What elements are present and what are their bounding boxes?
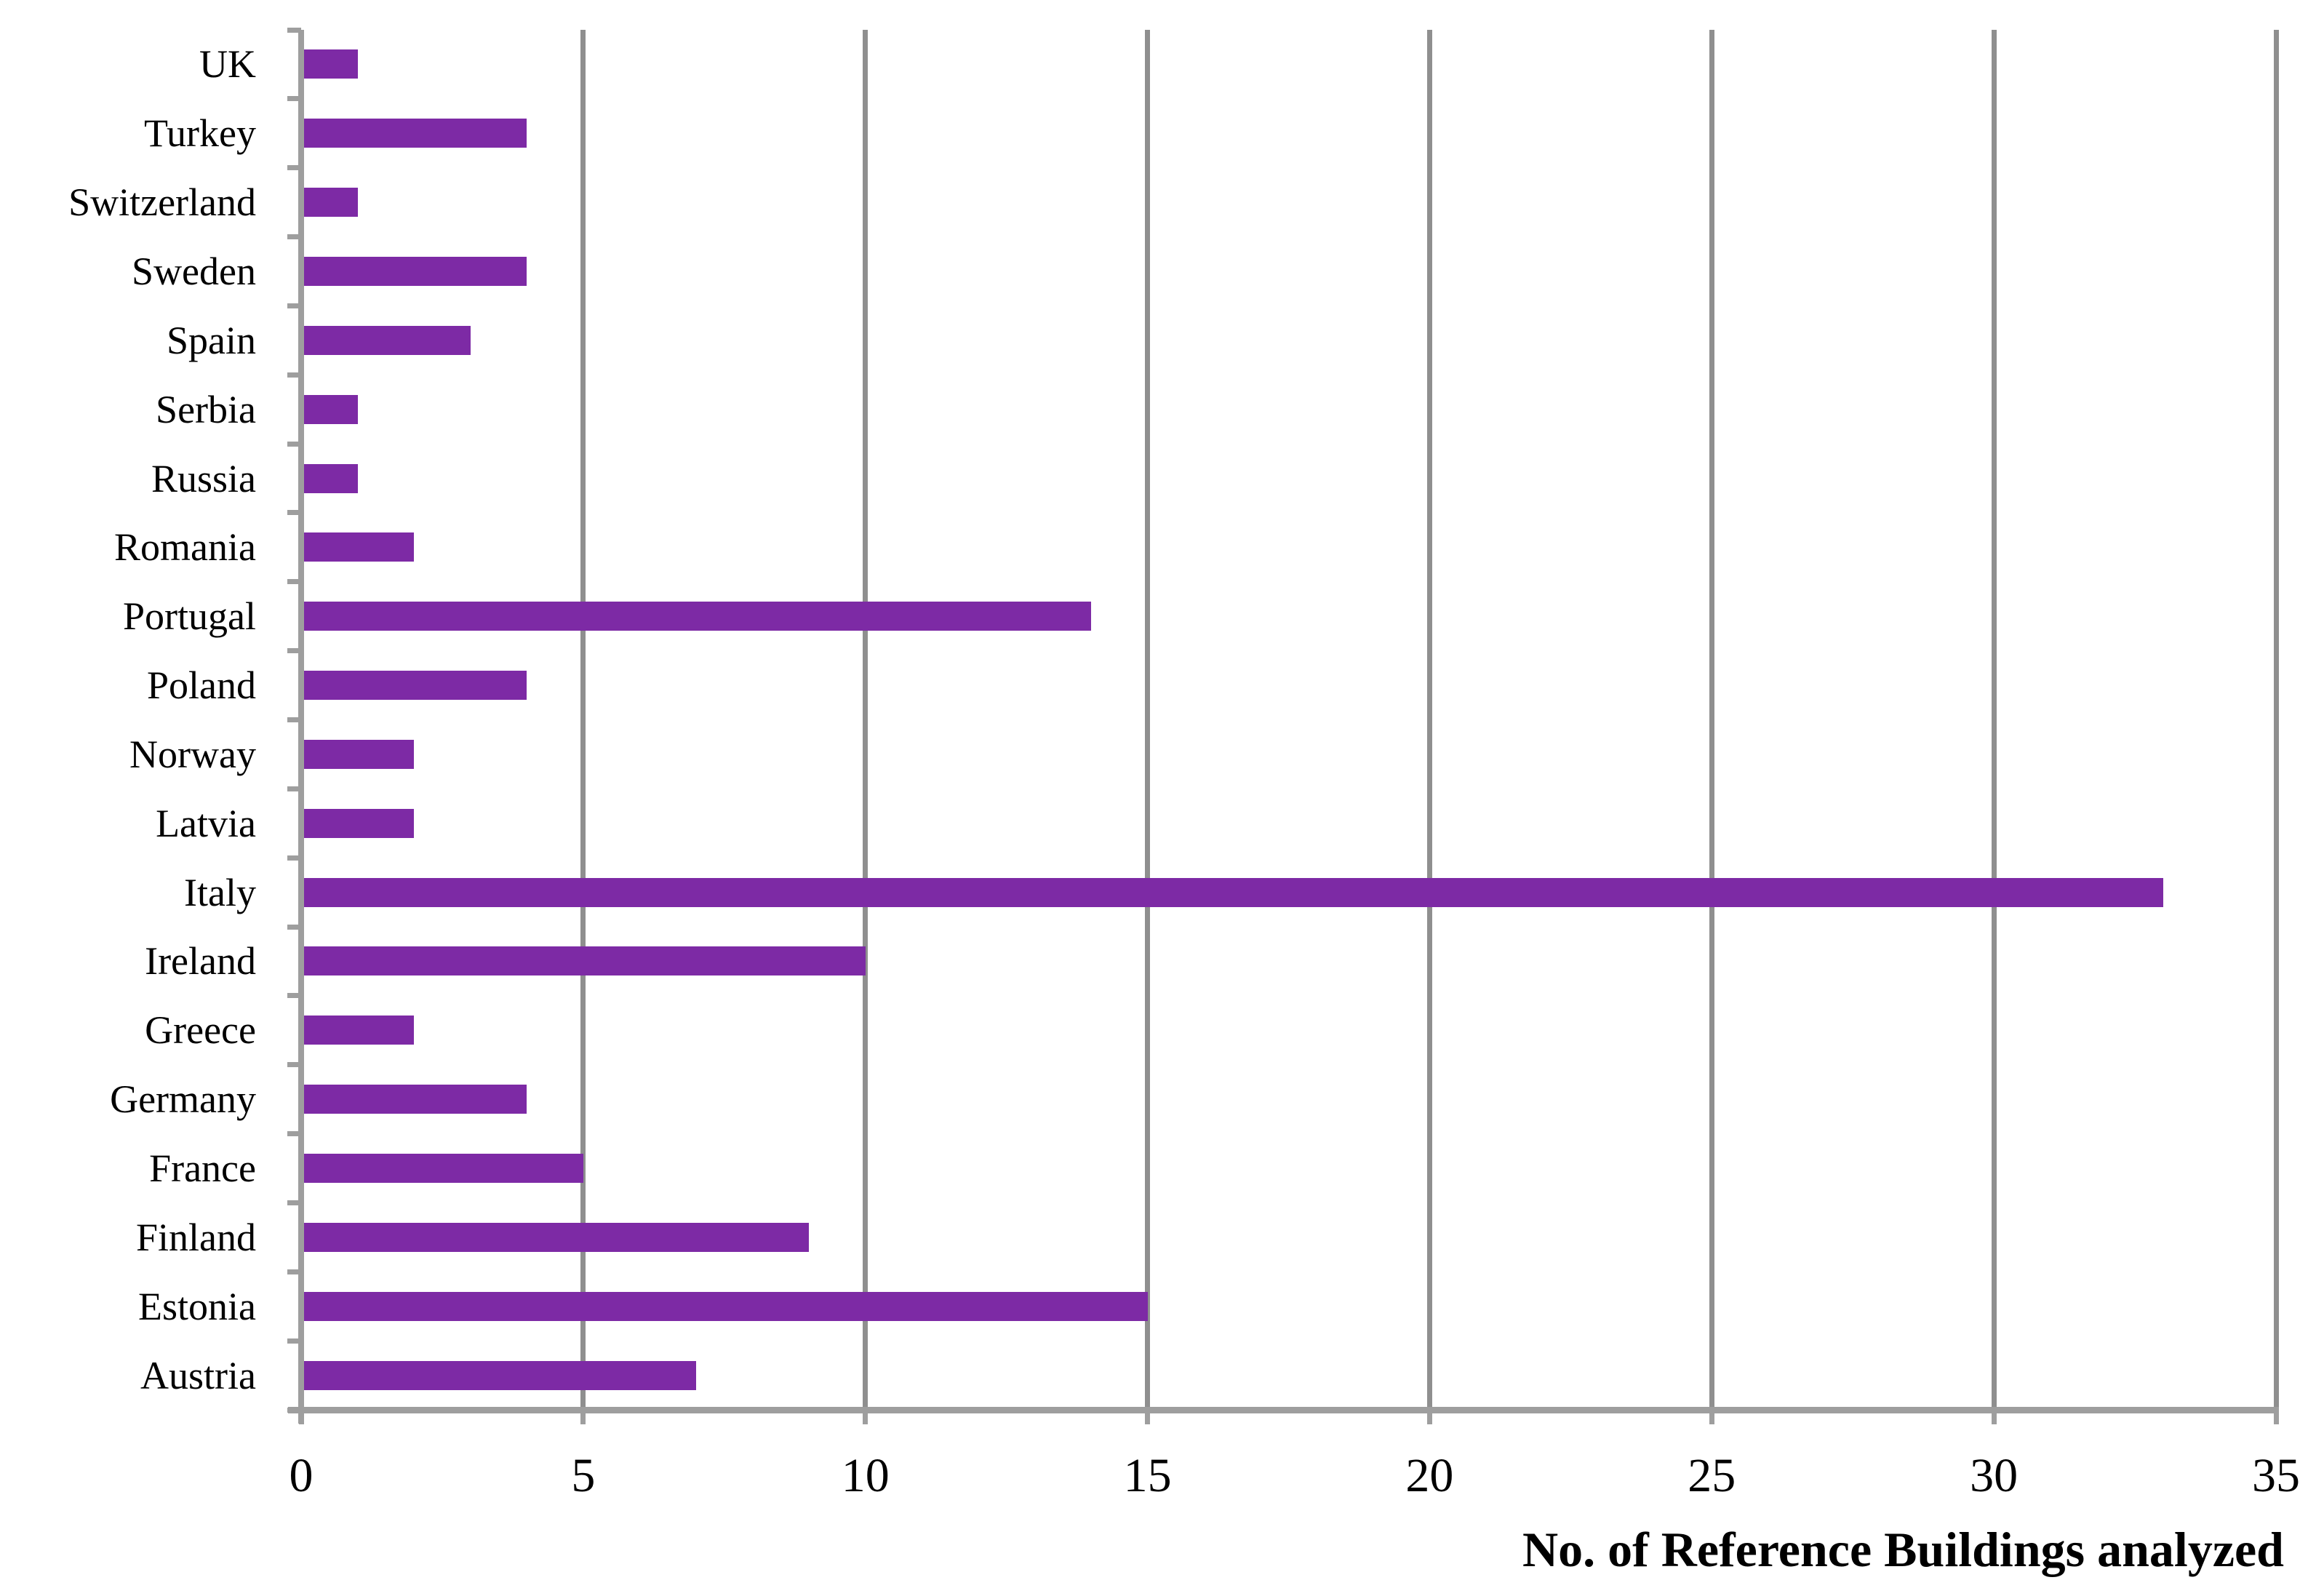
y-axis-tick (287, 27, 301, 33)
bar-germany (304, 1085, 527, 1114)
bar-france (304, 1154, 583, 1184)
bar-portugal (304, 602, 1091, 631)
category-label-finland: Finland (135, 1215, 256, 1259)
y-axis-tick (287, 855, 301, 861)
bar-norway (304, 739, 415, 769)
bar-greece (304, 1016, 415, 1045)
category-label-france: France (149, 1146, 256, 1191)
y-axis-tick (287, 1062, 301, 1068)
bar-turkey (304, 119, 527, 148)
x-axis-tick-15 (1145, 1413, 1151, 1424)
category-label-uk: UK (199, 42, 256, 87)
y-axis-tick (287, 993, 301, 999)
x-axis-tick-label-15: 15 (1123, 1449, 1172, 1502)
category-label-serbia: Serbia (156, 387, 256, 431)
y-axis-tick (287, 1269, 301, 1274)
y-axis-tick (287, 1200, 301, 1205)
bar-ireland (304, 946, 866, 976)
bar-serbia (304, 394, 358, 424)
category-label-italy: Italy (184, 870, 256, 914)
x-axis-tick-20 (1426, 1413, 1432, 1424)
x-axis-tick-10 (863, 1413, 868, 1424)
x-axis-tick-label-35: 35 (2252, 1449, 2300, 1502)
gridline-30 (1991, 30, 1997, 1407)
y-axis-tick (287, 510, 301, 516)
bar-italy (304, 877, 2163, 907)
x-axis-title: No. of Reference Buildings analyzed (1522, 1522, 2284, 1577)
bar-russia (304, 463, 358, 493)
y-axis-tick (287, 96, 301, 102)
bar-finland (304, 1222, 810, 1252)
category-label-austria: Austria (140, 1353, 256, 1397)
bar-latvia (304, 808, 415, 838)
category-label-portugal: Portugal (123, 594, 256, 639)
category-label-ireland: Ireland (145, 939, 256, 983)
bar-poland (304, 671, 527, 701)
gridline-15 (1145, 30, 1151, 1407)
category-label-latvia: Latvia (156, 801, 256, 845)
bar-romania (304, 532, 415, 562)
y-axis-tick (287, 924, 301, 930)
gridline-20 (1426, 30, 1432, 1407)
category-label-spain: Spain (166, 318, 256, 362)
category-label-estonia: Estonia (138, 1284, 256, 1328)
category-label-switzerland: Switzerland (68, 180, 256, 225)
x-axis-tick-5 (580, 1413, 586, 1424)
x-axis-tick-25 (1709, 1413, 1714, 1424)
y-axis-tick (287, 234, 301, 240)
x-axis-tick-30 (1991, 1413, 1997, 1424)
category-label-norway: Norway (129, 732, 256, 776)
y-axis-tick (287, 303, 301, 308)
x-axis-tick-label-30: 30 (1970, 1449, 2018, 1502)
bar-sweden (304, 256, 527, 286)
category-label-russia: Russia (151, 456, 256, 500)
category-label-poland: Poland (146, 663, 256, 708)
bar-austria (304, 1360, 696, 1390)
category-label-germany: Germany (110, 1077, 256, 1122)
bar-spain (304, 325, 471, 355)
category-label-romania: Romania (114, 525, 256, 570)
y-axis-tick (287, 372, 301, 378)
bar-estonia (304, 1291, 1148, 1321)
y-axis-tick (287, 648, 301, 654)
gridline-35 (2273, 30, 2279, 1407)
category-label-turkey: Turkey (143, 111, 256, 156)
x-axis-tick-label-10: 10 (841, 1449, 890, 1502)
x-axis-tick-0 (298, 1413, 304, 1424)
x-axis-line (288, 1407, 2279, 1413)
bar-uk (304, 49, 358, 79)
y-axis-tick (287, 579, 301, 585)
y-axis-tick (287, 1338, 301, 1344)
gridline-25 (1709, 30, 1714, 1407)
category-label-sweden: Sweden (132, 249, 256, 293)
gridline-5 (580, 30, 586, 1407)
y-axis-tick (287, 165, 301, 171)
y-axis-tick (287, 1131, 301, 1137)
y-axis-tick (287, 1407, 301, 1413)
y-axis-line (298, 30, 304, 1424)
x-axis-tick-label-20: 20 (1405, 1449, 1454, 1502)
x-axis-tick-label-0: 0 (289, 1449, 314, 1502)
x-axis-tick-label-25: 25 (1688, 1449, 1736, 1502)
y-axis-tick (287, 717, 301, 722)
y-axis-tick (287, 786, 301, 791)
y-axis-tick (287, 441, 301, 447)
x-axis-tick-35 (2273, 1413, 2279, 1424)
x-axis-tick-label-5: 5 (571, 1449, 596, 1502)
category-label-greece: Greece (145, 1008, 256, 1053)
gridline-10 (863, 30, 868, 1407)
bar-switzerland (304, 188, 358, 218)
